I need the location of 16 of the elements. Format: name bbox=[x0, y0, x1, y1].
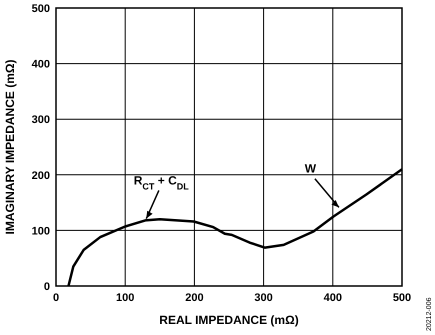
annotation: W bbox=[304, 162, 317, 176]
x-axis-title: REAL IMPEDANCE (mΩ) bbox=[159, 313, 299, 327]
x-tick-label: 0 bbox=[52, 292, 60, 304]
y-tick-label: 300 bbox=[32, 114, 50, 126]
y-tick-label: 200 bbox=[32, 170, 50, 182]
y-tick-label: 400 bbox=[32, 58, 50, 71]
annotation: R$_{CT}$ + C$_{DL}$ bbox=[134, 173, 190, 192]
y-tick-label: 0 bbox=[44, 281, 50, 293]
x-tick-label: 200 bbox=[185, 292, 204, 304]
x-tick-label: 100 bbox=[116, 292, 134, 304]
x-tick-label: 300 bbox=[254, 292, 273, 304]
y-axis-title: IMAGINARY IMPEDANCE (mΩ) bbox=[3, 60, 17, 234]
y-tick-label: 500 bbox=[32, 3, 50, 15]
y-tick-label: 100 bbox=[32, 225, 50, 238]
x-tick-label: 400 bbox=[324, 292, 342, 304]
x-tick-label: 500 bbox=[392, 292, 412, 304]
